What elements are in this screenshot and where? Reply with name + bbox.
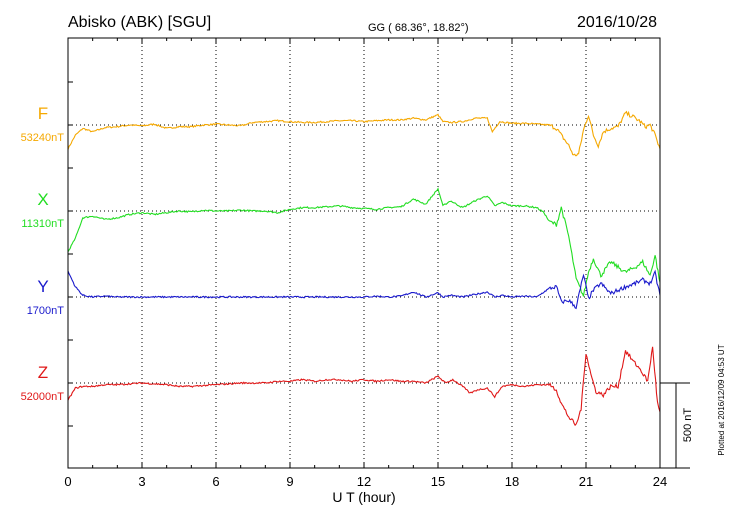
series-line-f [67,110,661,157]
series-baseline-f: 53240nT [21,132,65,144]
x-tick-label: 9 [286,474,293,489]
scale-bar-label: 500 nT [682,408,694,443]
series-name-y: Y [37,277,48,296]
series-name-z: Z [38,363,48,382]
x-tick-label: 15 [431,474,445,489]
x-tick-label: 18 [505,474,519,489]
x-tick-label: 24 [653,474,667,489]
series-layer [67,110,661,427]
x-tick-label: 12 [357,474,371,489]
x-tick-label: 21 [579,474,593,489]
scale-bar: 500 nT [660,382,694,469]
x-tick-label: 6 [212,474,219,489]
x-axis-label: U T (hour) [332,489,395,505]
x-tick-label: 0 [64,474,71,489]
series-baseline-z: 52000nT [21,391,65,403]
series-line-x [67,187,661,297]
station-title: Abisko (ABK) [SGU] [68,14,211,31]
date-label: 2016/10/28 [577,14,657,31]
series-name-x: X [37,190,48,209]
series-line-y [67,269,661,310]
series-name-f: F [38,104,48,123]
x-tick-label: 3 [138,474,145,489]
axis-layer: 0 3 6 9 12 15 18 21 24 F 53240nT X 11310nT Y 1700nT Z 52… [21,38,667,489]
grid-layer [68,38,660,468]
series-baseline-y: 1700nT [27,305,65,317]
series-line-z [67,346,661,427]
plotted-at-label: Plotted at 2016/12/09 04:53 UT [717,344,726,455]
coords-label: GG ( 68.36°, 18.82°) [368,22,469,34]
series-baseline-x: 11310nT [21,218,64,230]
